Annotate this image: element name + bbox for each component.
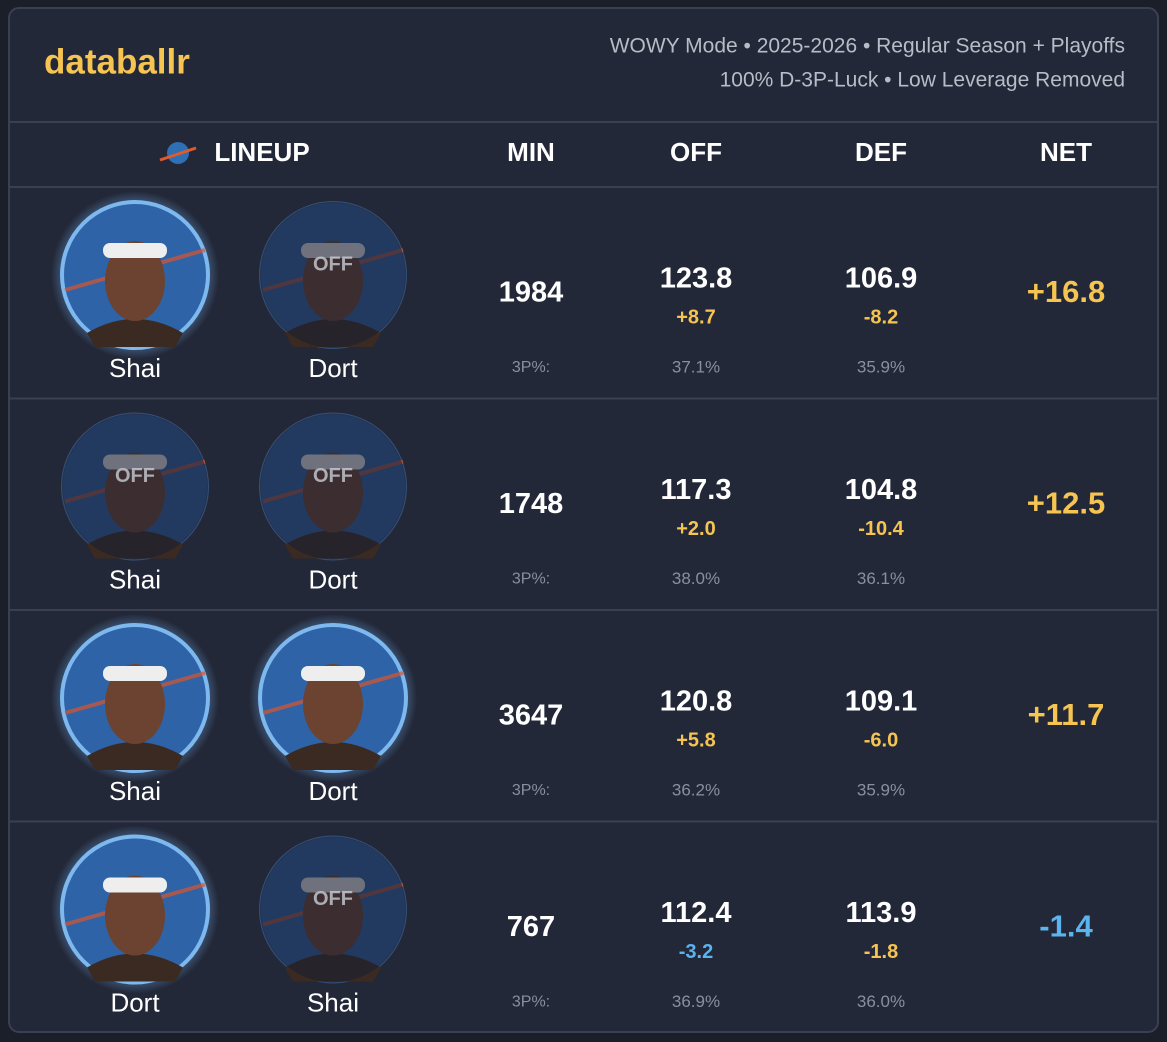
net-rating: +16.8: [1027, 274, 1105, 309]
avatar-jersey: [87, 953, 183, 982]
def-delta: -1.8: [864, 941, 898, 963]
net-rating: +11.7: [1028, 697, 1105, 732]
avatar-face: [105, 241, 165, 321]
subtitle: WOWY Mode • 2025-2026 • Regular Season +…: [610, 35, 1125, 58]
column-header: LINEUP: [214, 137, 309, 167]
player-name: Shai: [109, 776, 161, 806]
avatar-face: [105, 664, 165, 744]
def-rating: 104.8: [845, 474, 918, 506]
player-avatar: OFF: [259, 835, 407, 984]
off-3p: 38.0%: [672, 569, 720, 588]
off-rating: 120.8: [660, 686, 733, 718]
avatar-headband: [103, 243, 167, 258]
column-header: NET: [1040, 137, 1092, 167]
three-label: 3P%:: [512, 994, 550, 1011]
avatar-dim: [260, 413, 406, 560]
def-3p: 36.0%: [857, 992, 905, 1011]
minutes: 767: [507, 911, 555, 943]
three-label: 3P%:: [512, 359, 550, 376]
off-3p: 36.9%: [672, 992, 720, 1011]
def-rating: 106.9: [845, 263, 918, 295]
avatar-headband: [103, 666, 167, 681]
off-label: OFF: [313, 465, 353, 487]
avatar-dim: [260, 202, 406, 348]
player-name: Shai: [109, 353, 161, 383]
avatar-dim: [62, 413, 208, 560]
team-logo: [159, 142, 197, 164]
off-delta: +5.8: [676, 729, 715, 751]
off-delta: -3.2: [679, 941, 713, 963]
column-header: DEF: [855, 137, 907, 167]
off-label: OFF: [115, 465, 155, 487]
three-label: 3P%:: [512, 782, 550, 799]
off-delta: +8.7: [676, 306, 715, 328]
def-delta: -8.2: [864, 306, 898, 328]
player-avatar: [249, 614, 417, 782]
player-name: Dort: [308, 564, 358, 594]
column-header: MIN: [507, 137, 555, 167]
off-label: OFF: [313, 253, 353, 275]
player-name: Dort: [110, 987, 160, 1017]
player-avatar: [51, 191, 219, 359]
def-rating: 113.9: [846, 897, 917, 929]
avatar-face: [105, 875, 165, 956]
avatar-jersey: [285, 742, 381, 770]
net-rating: -1.4: [1039, 909, 1093, 944]
off-3p: 37.1%: [672, 357, 720, 376]
avatar-headband: [301, 666, 365, 681]
off-delta: +2.0: [676, 518, 715, 540]
player-avatar: OFF: [259, 412, 407, 561]
def-rating: 109.1: [845, 686, 918, 718]
minutes: 1748: [499, 488, 564, 520]
net-rating: +12.5: [1027, 486, 1105, 521]
player-name: Dort: [308, 353, 358, 383]
off-label: OFF: [313, 888, 353, 910]
def-3p: 36.1%: [857, 569, 905, 588]
player-avatar: OFF: [259, 201, 407, 349]
player-avatar: [51, 825, 219, 994]
off-rating: 112.4: [661, 897, 732, 929]
player-avatar: [51, 614, 219, 782]
def-3p: 35.9%: [857, 780, 905, 799]
avatar-headband: [103, 877, 167, 893]
minutes: 1984: [499, 277, 564, 309]
off-3p: 36.2%: [672, 780, 720, 799]
avatar-face: [303, 664, 363, 744]
three-label: 3P%:: [512, 571, 550, 588]
player-name: Shai: [109, 564, 161, 594]
subtitle: 100% D-3P-Luck • Low Leverage Removed: [720, 69, 1125, 92]
column-header: OFF: [670, 137, 722, 167]
avatar-jersey: [87, 742, 183, 770]
avatar-dim: [260, 836, 406, 983]
player-avatar: OFF: [61, 412, 209, 561]
def-delta: -10.4: [858, 518, 904, 540]
logo: databallr: [44, 42, 190, 81]
def-delta: -6.0: [864, 729, 898, 751]
def-3p: 35.9%: [857, 357, 905, 376]
player-name: Shai: [307, 987, 359, 1017]
avatar-jersey: [87, 319, 183, 347]
off-rating: 117.3: [661, 474, 732, 506]
player-name: Dort: [308, 776, 358, 806]
off-rating: 123.8: [660, 263, 733, 295]
minutes: 3647: [499, 700, 564, 732]
